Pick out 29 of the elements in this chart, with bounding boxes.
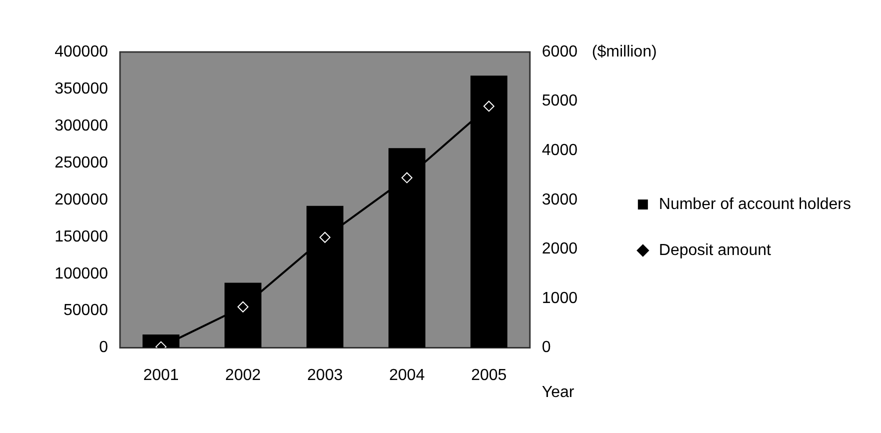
x-axis-title: Year bbox=[542, 384, 575, 402]
y-tick-label: 250000 bbox=[54, 154, 108, 172]
point bbox=[483, 100, 494, 112]
x-tick-label: 2005 bbox=[471, 366, 507, 384]
y-tick-label: 50000 bbox=[64, 302, 108, 320]
y2-tick-label: 4000 bbox=[542, 142, 578, 160]
x-tick-label: 2003 bbox=[307, 366, 343, 384]
x-tick-label: 2001 bbox=[143, 366, 179, 384]
y-tick-label: 0 bbox=[99, 339, 108, 356]
y-tick-label: 350000 bbox=[54, 80, 108, 98]
legend-label: Number of account holders bbox=[658, 196, 852, 213]
x-tick-label: 2004 bbox=[389, 366, 425, 384]
y2-tick-label: 1000 bbox=[542, 290, 578, 307]
y-tick-label: 300000 bbox=[54, 117, 108, 134]
y-tick-label: 400000 bbox=[54, 43, 108, 60]
y2-tick-label: 2000 bbox=[542, 240, 578, 258]
y2-tick-label: 0 bbox=[542, 339, 551, 356]
point bbox=[401, 172, 412, 184]
x-tick-label: 2002 bbox=[225, 366, 261, 384]
y2-axis-title: ($million) bbox=[592, 43, 657, 60]
y-tick-label: 100000 bbox=[54, 265, 108, 282]
legend-label: Deposit amount bbox=[658, 242, 772, 259]
point bbox=[319, 232, 330, 243]
y2-tick-label: 6000 bbox=[542, 43, 578, 60]
y-tick-label: 200000 bbox=[54, 191, 108, 208]
y-tick-label: 150000 bbox=[54, 228, 108, 246]
y2-tick-label: 3000 bbox=[542, 191, 578, 208]
point bbox=[237, 301, 248, 312]
y2-tick-label: 5000 bbox=[542, 92, 578, 110]
